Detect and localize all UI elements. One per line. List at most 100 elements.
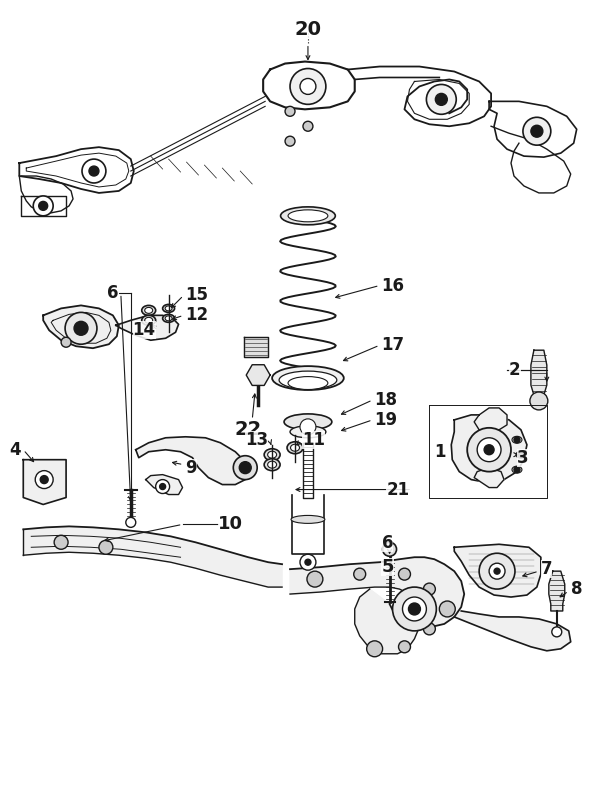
Circle shape	[424, 583, 435, 595]
Polygon shape	[454, 544, 541, 597]
Ellipse shape	[284, 414, 332, 430]
Circle shape	[531, 126, 543, 137]
Ellipse shape	[264, 449, 280, 461]
Ellipse shape	[512, 466, 522, 473]
Circle shape	[290, 68, 326, 104]
Text: 1: 1	[434, 443, 446, 461]
Text: 14: 14	[132, 321, 156, 339]
Ellipse shape	[291, 516, 325, 524]
Text: 17: 17	[381, 336, 405, 354]
Text: 12: 12	[185, 306, 208, 324]
Circle shape	[477, 438, 501, 462]
Circle shape	[409, 603, 421, 615]
Circle shape	[300, 554, 316, 570]
Text: 19: 19	[375, 411, 398, 429]
Text: 2: 2	[509, 361, 520, 379]
Text: 3: 3	[517, 449, 529, 467]
Text: 15: 15	[185, 287, 208, 305]
Ellipse shape	[145, 317, 153, 323]
Ellipse shape	[290, 425, 326, 438]
Circle shape	[156, 480, 170, 494]
Text: 13: 13	[245, 431, 268, 449]
Ellipse shape	[512, 436, 522, 444]
Text: 10: 10	[219, 516, 244, 533]
Circle shape	[399, 568, 410, 580]
Ellipse shape	[287, 442, 303, 454]
Ellipse shape	[516, 451, 526, 458]
Text: 18: 18	[375, 391, 397, 409]
Text: 6: 6	[108, 284, 119, 302]
Polygon shape	[474, 408, 507, 430]
Ellipse shape	[288, 377, 328, 389]
Circle shape	[307, 571, 323, 587]
Polygon shape	[43, 305, 119, 349]
Polygon shape	[290, 557, 465, 654]
Polygon shape	[136, 436, 248, 484]
Ellipse shape	[163, 314, 175, 323]
Circle shape	[403, 597, 426, 621]
Circle shape	[467, 428, 511, 472]
Ellipse shape	[290, 444, 299, 451]
Circle shape	[99, 540, 113, 554]
Ellipse shape	[279, 371, 337, 389]
Circle shape	[54, 535, 68, 549]
Circle shape	[300, 419, 316, 435]
Circle shape	[484, 445, 494, 455]
Circle shape	[239, 462, 251, 473]
Circle shape	[35, 471, 53, 488]
Ellipse shape	[165, 316, 172, 321]
Ellipse shape	[264, 458, 280, 471]
Circle shape	[479, 553, 515, 589]
Circle shape	[40, 476, 48, 484]
Polygon shape	[244, 338, 268, 357]
Circle shape	[366, 641, 383, 657]
Polygon shape	[454, 611, 571, 651]
Circle shape	[393, 587, 437, 631]
Circle shape	[160, 484, 166, 490]
Circle shape	[514, 436, 520, 443]
Circle shape	[489, 563, 505, 579]
Ellipse shape	[268, 461, 277, 468]
Circle shape	[518, 451, 524, 458]
Circle shape	[426, 85, 456, 115]
Ellipse shape	[272, 366, 344, 390]
Circle shape	[514, 466, 520, 473]
Text: 7: 7	[541, 560, 552, 579]
Ellipse shape	[288, 210, 328, 222]
Circle shape	[305, 559, 311, 565]
Ellipse shape	[165, 306, 172, 311]
Polygon shape	[247, 365, 270, 385]
Polygon shape	[531, 350, 547, 395]
Polygon shape	[474, 468, 504, 487]
Circle shape	[552, 627, 562, 637]
Text: 5: 5	[381, 558, 394, 576]
Polygon shape	[451, 415, 527, 483]
Text: 6: 6	[382, 535, 393, 553]
Polygon shape	[146, 475, 182, 495]
Text: 21: 21	[386, 480, 409, 498]
Ellipse shape	[145, 308, 153, 313]
Ellipse shape	[163, 305, 175, 312]
Text: 4: 4	[10, 440, 21, 458]
Polygon shape	[23, 460, 66, 505]
Circle shape	[39, 202, 48, 210]
Circle shape	[354, 568, 366, 580]
Circle shape	[126, 517, 136, 528]
Circle shape	[285, 137, 295, 146]
Text: 20: 20	[295, 20, 321, 39]
Circle shape	[74, 321, 88, 335]
Circle shape	[494, 568, 500, 574]
Circle shape	[399, 641, 410, 653]
Circle shape	[300, 78, 316, 94]
Circle shape	[285, 106, 295, 116]
Ellipse shape	[280, 207, 336, 225]
Circle shape	[33, 196, 53, 216]
Ellipse shape	[268, 451, 277, 458]
Text: 22: 22	[235, 420, 262, 440]
Polygon shape	[292, 495, 324, 554]
Ellipse shape	[142, 316, 156, 325]
Circle shape	[523, 117, 551, 145]
Text: 16: 16	[381, 276, 405, 294]
Circle shape	[440, 601, 455, 617]
Text: 11: 11	[302, 431, 325, 449]
